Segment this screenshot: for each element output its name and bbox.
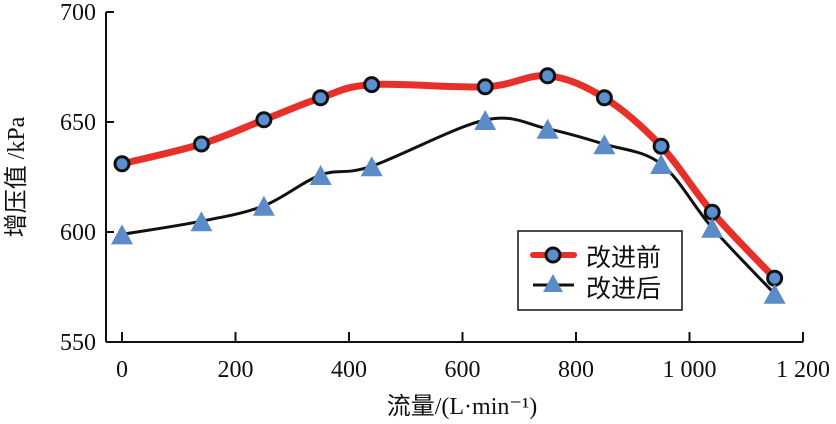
legend-marker-1 <box>543 274 563 292</box>
data-point-triangle <box>536 118 559 139</box>
legend-marker-0 <box>544 246 562 264</box>
legend-label-1: 改进后 <box>586 275 661 303</box>
legend: 改进前 改进后 <box>517 230 683 311</box>
x-tick-label: 400 <box>331 357 367 383</box>
y-tick-label: 700 <box>60 0 96 26</box>
data-point-circle <box>192 135 210 153</box>
y-tick-label: 550 <box>60 330 96 356</box>
axes: 550 600 650 700 0 200 400 600 800 1 000 1 200 <box>60 0 830 383</box>
data-point-circle <box>312 89 330 107</box>
data-point-triangle <box>650 154 673 174</box>
data-point-triangle <box>360 156 383 177</box>
y-tick-label: 600 <box>60 220 96 246</box>
data-point-triangle <box>701 217 724 238</box>
data-point-circle <box>255 111 273 129</box>
data-point-circle <box>595 89 613 107</box>
x-tick-label: 200 <box>218 357 254 383</box>
x-axis-label: 流量/(L·min⁻¹) <box>387 393 538 420</box>
x-tick-label: 800 <box>558 357 594 383</box>
data-point-circle <box>652 137 670 155</box>
x-tick-label: 600 <box>445 357 481 383</box>
data-point-circle <box>703 203 721 221</box>
legend-box <box>517 230 683 311</box>
data-point-circle <box>113 155 131 173</box>
data-point-triangle <box>474 110 497 130</box>
x-tick-label: 0 <box>116 357 128 383</box>
data-point-circle <box>766 269 784 287</box>
x-tick-label: 1 000 <box>663 357 717 383</box>
data-point-triangle <box>309 165 332 185</box>
data-point-triangle <box>190 211 213 232</box>
data-point-triangle <box>252 195 275 216</box>
y-tick-label: 650 <box>60 110 96 136</box>
series-group <box>111 67 786 304</box>
data-point-triangle <box>593 134 616 155</box>
data-point-triangle <box>763 283 786 304</box>
data-point-circle <box>539 67 557 85</box>
data-point-triangle <box>111 224 133 245</box>
data-point-circle <box>363 76 381 94</box>
y-axis-label: 增压值 /kPa <box>3 116 30 237</box>
data-point-circle <box>476 78 494 96</box>
legend-label-0: 改进前 <box>586 244 661 272</box>
x-tick-label: 1 200 <box>776 357 830 383</box>
